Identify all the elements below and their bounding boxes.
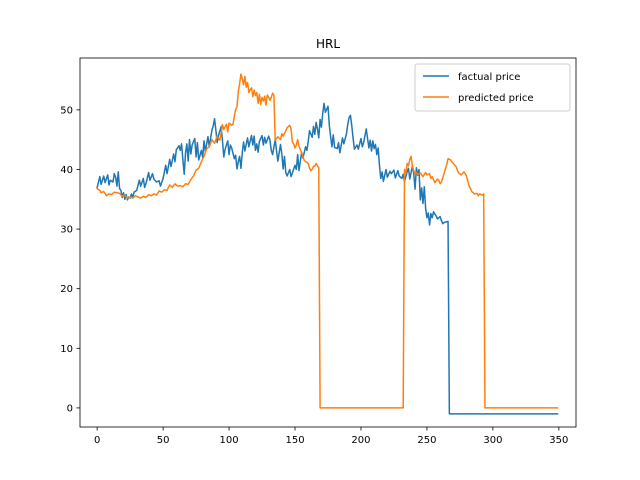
plot-area	[96, 73, 559, 415]
legend-label-1: factual price	[458, 72, 520, 83]
y-tick-label: 10	[60, 344, 73, 355]
y-tick-label: 20	[60, 284, 73, 295]
axes-frame	[79, 57, 577, 428]
chart-title: HRL	[316, 37, 340, 51]
x-tick-label: 100	[220, 435, 239, 446]
y-tick-label: 30	[60, 225, 73, 236]
legend-label-2: predicted price	[458, 93, 534, 104]
x-tick-label: 200	[351, 435, 370, 446]
y-tick-label: 50	[60, 105, 73, 116]
x-tick-label: 350	[549, 435, 568, 446]
series-line-2	[96, 73, 559, 409]
legend-box	[414, 63, 571, 112]
x-tick-label: 300	[483, 435, 502, 446]
x-tick-label: 250	[417, 435, 436, 446]
y-tick-label: 40	[60, 165, 73, 176]
x-tick-label: 150	[285, 435, 304, 446]
series-line-1	[96, 102, 559, 415]
x-tick-label: 50	[157, 435, 170, 446]
legend: factual price predicted price	[414, 63, 571, 112]
y-tick-label: 0	[67, 403, 73, 414]
axes: 0 50 100 150 200 250 300 350 0 10 20 30 40 50	[60, 57, 577, 446]
x-tick-label: 0	[94, 435, 100, 446]
